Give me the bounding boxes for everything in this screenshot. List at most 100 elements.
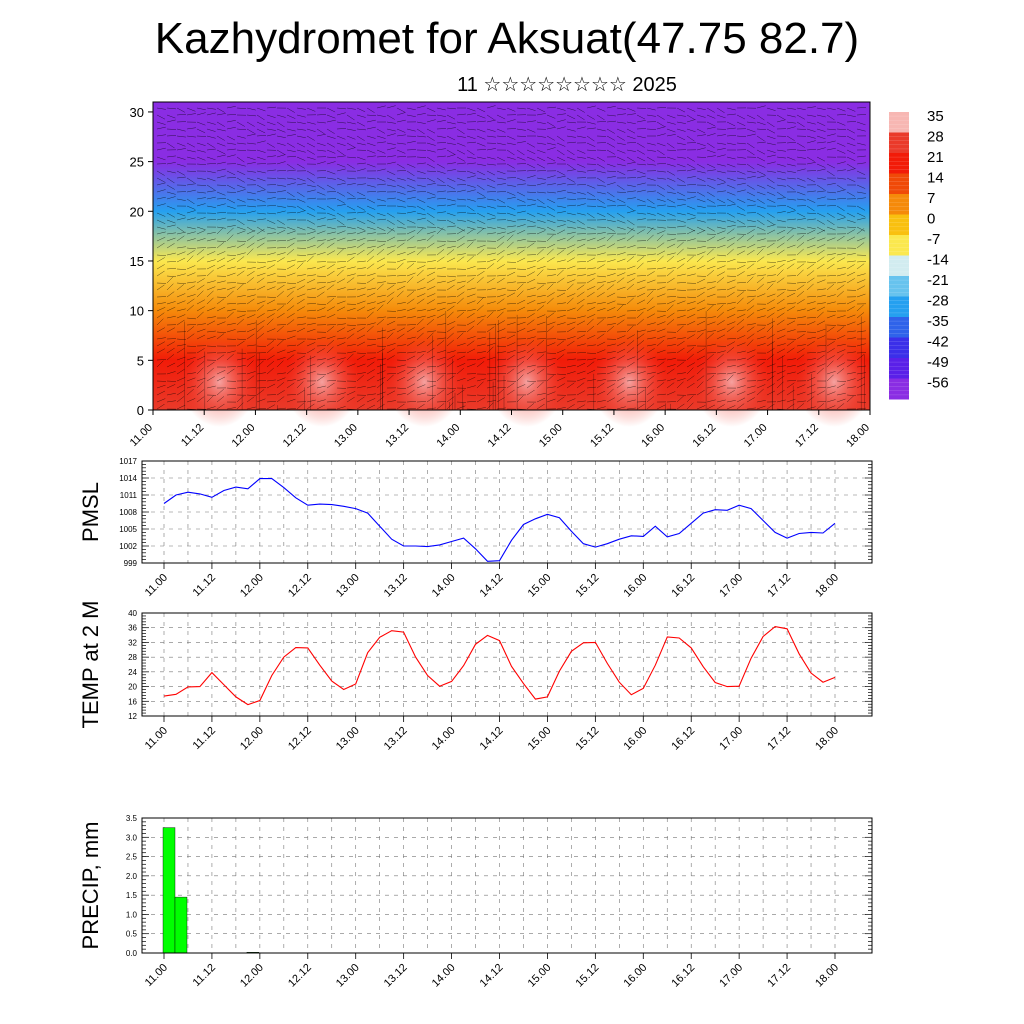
temp-x-tick-label: 12.00 <box>238 725 266 753</box>
colorbar-label: 35 <box>927 108 944 125</box>
heatmap-y-tick-label: 15 <box>130 254 144 269</box>
colorbar-swatch <box>889 358 909 379</box>
temp-x-tick-label: 16.12 <box>669 725 697 753</box>
temp-y-axis-label: TEMP at 2 M <box>78 601 103 729</box>
heatmap-x-tick-label: 11.12 <box>179 422 206 449</box>
precip-x-tick-label: 11.00 <box>143 962 170 989</box>
plot-frame <box>141 612 873 717</box>
pmsl-x-tick-label: 12.12 <box>286 572 314 600</box>
colorbar-swatch <box>889 276 909 297</box>
colorbar-swatch <box>889 337 909 359</box>
precip-panel: 0.0 0.5 1.0 1.5 2.0 2.5 3.0 3.5 PRECIP, mm 11.00 1… <box>78 814 873 990</box>
heatmap-x-tick-label: 17.00 <box>742 422 770 450</box>
colorbar-swatch <box>889 378 909 400</box>
temp-y-tick-label: 16 <box>128 697 137 706</box>
pmsl-x-tick-label: 15.00 <box>526 572 554 600</box>
surface-warm-blob <box>181 337 258 427</box>
pmsl-x-tick-label: 14.12 <box>478 572 506 600</box>
plot-frame <box>141 817 873 954</box>
heatmap-x-tick-label: 12.12 <box>281 422 309 450</box>
temp-y-tick-label: 40 <box>128 609 137 618</box>
temp-x-tick-label: 11.00 <box>143 725 170 752</box>
heatmap-x-tick-label: 11.00 <box>128 422 155 449</box>
pmsl-x-tick-label: 17.12 <box>765 572 793 600</box>
chart-subtitle: 11 ☆☆☆☆☆☆☆☆ 2025 <box>457 74 677 96</box>
colorbar-swatch <box>889 317 909 338</box>
surface-warm-blob <box>796 337 873 427</box>
heatmap-y-tick-label: 10 <box>130 304 144 319</box>
heatmap-x-tick-label: 16.00 <box>639 422 667 450</box>
colorbar-label: -28 <box>927 293 949 310</box>
pmsl-y-tick-label: 1017 <box>119 457 137 466</box>
pmsl-x-tick-label: 16.00 <box>621 572 649 600</box>
temp-y-tick-label: 24 <box>128 668 137 677</box>
temp-y-tick-label: 32 <box>128 638 137 647</box>
precip-x-tick-label: 14.12 <box>478 962 506 990</box>
precip-x-tick-label: 17.12 <box>765 962 793 990</box>
surface-warm-blob <box>386 337 463 427</box>
temp-x-tick-label: 13.12 <box>382 725 410 753</box>
temp-x-tick-label: 11.12 <box>191 725 218 752</box>
heatmap-y-tick-label: 0 <box>137 403 144 418</box>
pmsl-x-tick-label: 13.00 <box>334 572 362 600</box>
precip-y-tick-label: 3.0 <box>126 833 138 842</box>
precip-y-tick-label: 0.0 <box>126 949 138 958</box>
precip-x-tick-label: 13.12 <box>382 962 410 990</box>
heatmap-x-tick-label: 14.00 <box>434 422 462 450</box>
temp-x-tick-label: 18.00 <box>813 725 841 753</box>
colorbar-label: -21 <box>927 272 949 289</box>
precip-x-tick-label: 13.00 <box>334 962 362 990</box>
colorbar-label: -14 <box>927 252 949 269</box>
heatmap-x-tick-label: 13.00 <box>332 422 360 450</box>
precip-bar <box>174 896 188 954</box>
colorbar-swatch <box>889 194 909 215</box>
colorbar-label: -49 <box>927 354 949 371</box>
precip-x-tick-label: 11.12 <box>191 962 218 989</box>
pmsl-x-tick-label: 12.00 <box>238 572 266 600</box>
colorbar: 35 28 21 14 7 0 -7 -14 -21 -28 -35 -42 -49 -56 <box>889 108 949 400</box>
colorbar-swatch <box>889 132 909 154</box>
surface-warm-blob <box>693 337 770 427</box>
temp-y-tick-label: 36 <box>128 624 137 633</box>
temp-y-tick-label: 20 <box>128 683 137 692</box>
pmsl-y-tick-label: 1002 <box>119 542 137 551</box>
heatmap-x-tick-label: 16.12 <box>691 422 719 450</box>
colorbar-swatch <box>889 296 909 318</box>
heatmap-x-tick-label: 15.12 <box>588 422 616 450</box>
pmsl-y-tick-label: 1011 <box>120 491 138 500</box>
colorbar-label: 28 <box>927 129 944 146</box>
colorbar-swatch <box>889 112 909 133</box>
heatmap-x-tick-label: 12.00 <box>230 422 258 450</box>
colorbar-swatch <box>889 173 909 195</box>
colorbar-label: -56 <box>927 375 949 392</box>
heatmap-x-tick-label: 14.12 <box>486 422 514 450</box>
pmsl-y-tick-label: 1005 <box>119 525 137 534</box>
temp-x-tick-label: 16.00 <box>621 725 649 753</box>
precip-x-tick-label: 12.12 <box>286 962 314 990</box>
pmsl-y-axis-label: PMSL <box>78 482 103 542</box>
temp-x-tick-label: 17.00 <box>717 725 745 753</box>
colorbar-label: 7 <box>927 190 935 207</box>
surface-warm-blob <box>488 337 565 427</box>
precip-x-tick-label: 14.00 <box>430 962 458 990</box>
colorbar-swatch <box>889 255 909 277</box>
precip-x-tick-label: 12.00 <box>238 962 266 990</box>
heatmap-x-tick-label: 18.00 <box>844 422 872 450</box>
heatmap-y-tick-label: 25 <box>130 155 144 170</box>
pmsl-x-tick-label: 17.00 <box>717 572 745 600</box>
cross-section-panel: 0 5 10 15 20 25 30 11.00 11.12 12.00 12.12 13.00 13.… <box>128 101 873 450</box>
heatmap-x-tick-label: 17.12 <box>793 422 821 450</box>
temp-x-tick-label: 15.12 <box>574 725 602 753</box>
precip-x-tick-label: 18.00 <box>813 962 841 990</box>
colorbar-label: 21 <box>927 149 944 166</box>
temp-x-tick-label: 12.12 <box>286 725 314 753</box>
heatmap-y-tick-label: 30 <box>130 105 144 120</box>
temp-series-line <box>163 626 836 706</box>
colorbar-swatch <box>889 235 909 256</box>
pmsl-y-tick-label: 999 <box>124 559 138 568</box>
precip-y-tick-label: 3.5 <box>126 814 138 823</box>
pmsl-panel: 999 1002 1005 1008 1011 1014 1017 PMSL 11.00 11.1… <box>78 457 873 600</box>
chart-title: Kazhydromet for Aksuat(47.75 82.7) <box>154 14 860 63</box>
pmsl-y-tick-label: 1008 <box>119 508 137 517</box>
